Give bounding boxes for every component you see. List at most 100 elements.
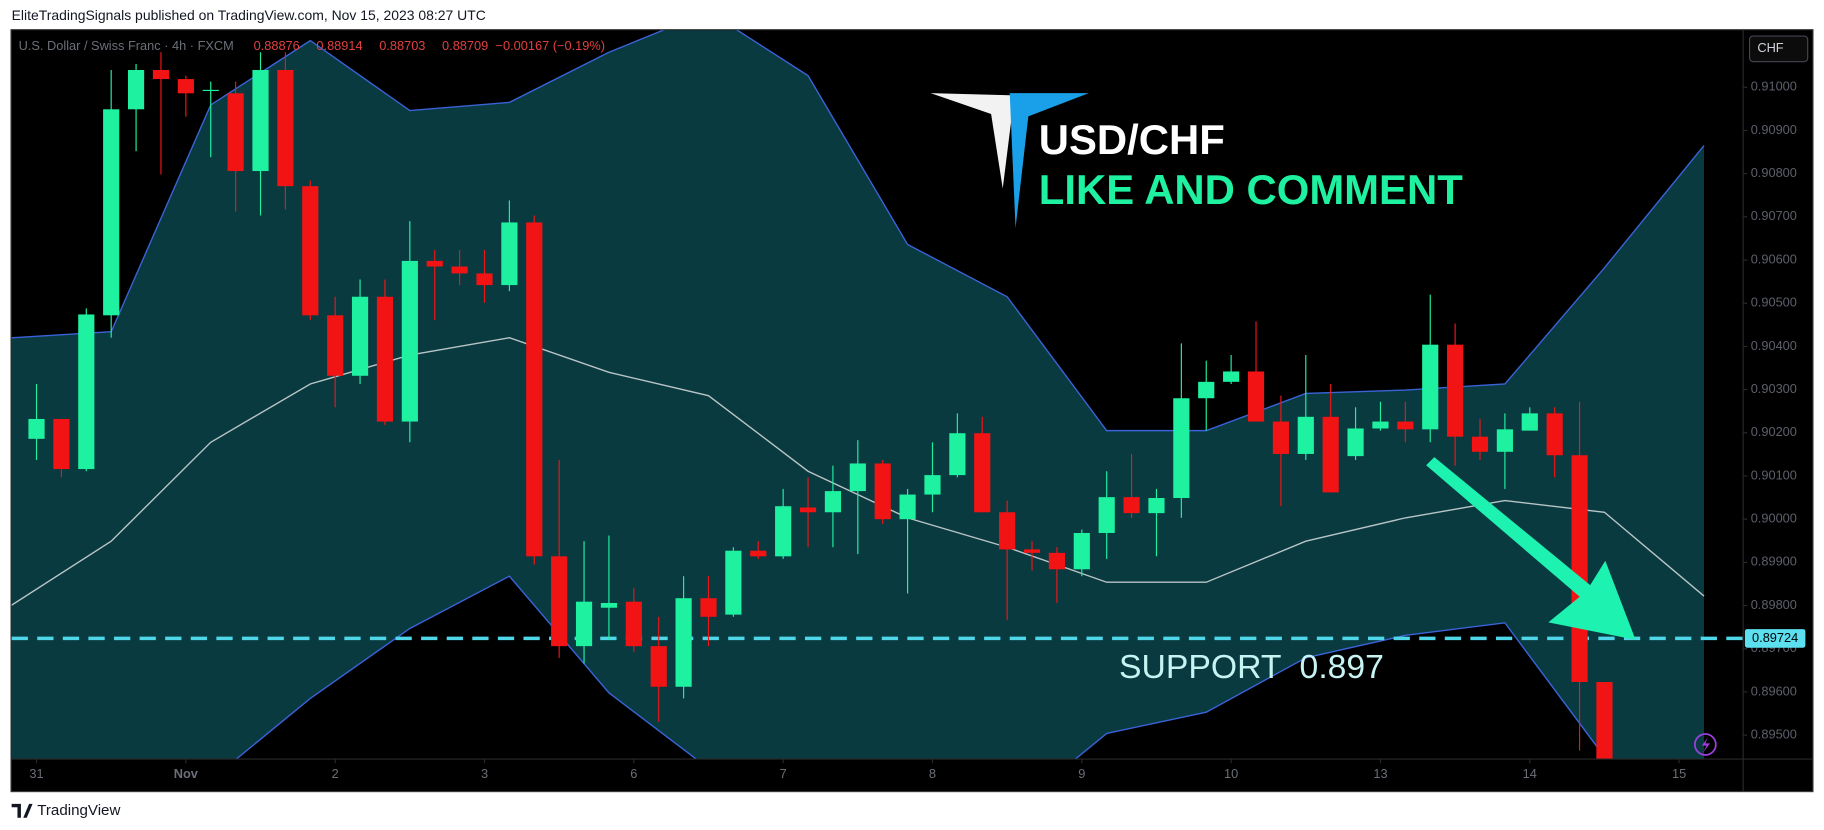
candle-body — [501, 222, 518, 286]
candle-body — [1247, 371, 1265, 422]
y-tick-label: 0.89900 — [1751, 554, 1797, 569]
candle-body — [1297, 416, 1314, 454]
legend-change: −0.00167 (−0.19%) — [496, 38, 605, 53]
candle-body — [327, 315, 344, 376]
y-tick-label: 0.90200 — [1751, 424, 1797, 439]
x-tick-label: 8 — [929, 766, 936, 781]
y-tick-label: 0.90800 — [1751, 165, 1797, 180]
candle-body — [1223, 371, 1240, 382]
y-tick-label: 0.90400 — [1751, 338, 1797, 353]
candle-body — [1098, 497, 1115, 533]
legend-close: 0.88709 — [442, 38, 488, 53]
candle-body — [177, 79, 194, 94]
alert-icon[interactable] — [1694, 733, 1717, 756]
y-tick-label: 0.89500 — [1751, 727, 1797, 742]
candle-body — [874, 463, 891, 520]
x-tick-label: 7 — [780, 766, 787, 781]
candle-body — [750, 550, 767, 557]
candle-body — [1347, 428, 1364, 457]
candle-body — [1372, 421, 1389, 429]
candle-body — [1496, 429, 1513, 452]
candle-body — [401, 260, 418, 422]
candle-body — [152, 69, 170, 80]
candle-body — [1073, 532, 1090, 570]
x-tick-label: 9 — [1078, 766, 1085, 781]
y-tick-label: 0.89800 — [1751, 597, 1797, 612]
logo-white — [930, 93, 1015, 189]
x-tick-label: 3 — [481, 766, 488, 781]
arrow — [1426, 457, 1636, 640]
candle-body — [999, 512, 1016, 550]
x-tick-label: 2 — [332, 766, 339, 781]
candle-body — [28, 418, 45, 439]
candle-body — [824, 491, 842, 513]
y-tick-label: 0.90900 — [1751, 122, 1797, 137]
y-tick-label: 0.89600 — [1751, 683, 1797, 698]
y-tick-label: 0.90300 — [1751, 381, 1797, 396]
candle-body — [252, 69, 269, 172]
candle-body — [899, 494, 916, 520]
candle-body — [551, 556, 568, 647]
candle-body — [78, 314, 95, 470]
candle-body — [451, 266, 468, 274]
lower-band — [235, 575, 1608, 759]
x-tick-label: 15 — [1672, 766, 1686, 781]
x-tick-label: 6 — [630, 766, 637, 781]
legend-open: 0.88876 — [254, 38, 300, 53]
candle-body — [227, 93, 244, 172]
candle-body — [1521, 413, 1538, 431]
candle-body — [799, 507, 817, 513]
overlay: U.S. Dollar / Swiss Franc · 4h · FXCM 0.… — [11, 35, 1809, 819]
candle-body — [1173, 398, 1190, 499]
plot-area — [11, 30, 1743, 759]
x-tick-label: 14 — [1523, 766, 1537, 781]
candle-body — [625, 601, 642, 647]
candle-body — [1148, 498, 1165, 514]
publisher-line: EliteTradingSignals published on Trading… — [12, 7, 486, 23]
y-tick-label: 0.90500 — [1751, 295, 1797, 310]
candle-body — [600, 602, 618, 608]
candle-body — [675, 598, 692, 687]
x-tick-label: Nov — [174, 766, 199, 781]
support-annotation: SUPPORT 0.897 — [1119, 648, 1384, 686]
candle-body — [1596, 682, 1613, 759]
candle-body — [700, 598, 717, 617]
support-price-label: 0.89724 — [1752, 630, 1798, 645]
support-price-tag — [1744, 629, 1806, 648]
candle-body — [849, 463, 866, 492]
candle-body — [476, 273, 493, 286]
candle-body — [351, 296, 369, 376]
candle-body — [426, 260, 443, 267]
footer-brand: TradingView — [37, 802, 120, 819]
alert-icon-bolt[interactable] — [1701, 737, 1710, 753]
candle-body — [1546, 413, 1563, 456]
y-tick-label: 0.90700 — [1751, 208, 1797, 223]
band-fill — [11, 30, 1704, 759]
legend-high: 0.88914 — [316, 38, 362, 53]
candle-body — [53, 418, 70, 470]
currency-button[interactable] — [1748, 35, 1809, 63]
candle-body — [1023, 549, 1041, 553]
candle-body — [924, 475, 941, 495]
candle-body — [650, 646, 667, 687]
candle-body — [1447, 344, 1464, 437]
chart-title: USD/CHF — [1039, 116, 1225, 163]
candle-body — [949, 433, 966, 476]
y-tick-label: 0.90000 — [1751, 511, 1797, 526]
candle-body — [526, 222, 543, 557]
candle-body — [1322, 416, 1339, 493]
candle-body — [1272, 421, 1289, 454]
candle-body — [1471, 436, 1489, 452]
y-tick-label: 0.91000 — [1751, 79, 1797, 94]
x-tick-label: 31 — [29, 766, 43, 781]
candle-body — [1571, 455, 1588, 683]
currency-button-label[interactable]: CHF — [1757, 40, 1783, 55]
logo-blue — [1009, 93, 1089, 229]
x-tick-label: 13 — [1373, 766, 1387, 781]
upper-band — [11, 30, 1705, 432]
footer-logo — [11, 803, 33, 818]
x-tick-label: 10 — [1224, 766, 1238, 781]
